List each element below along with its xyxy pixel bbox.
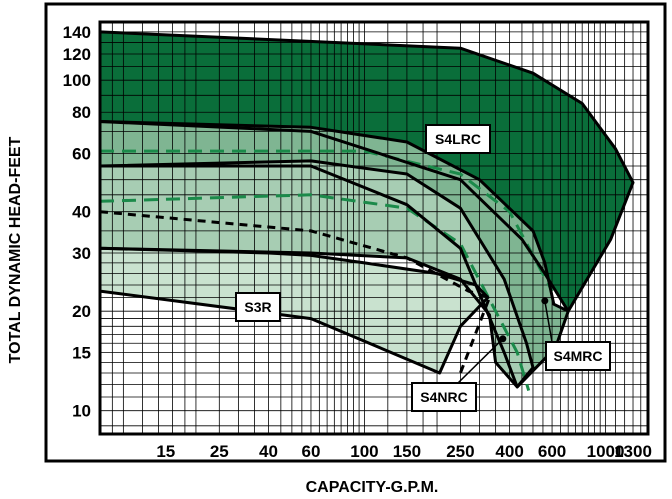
region-s3r [100, 248, 488, 373]
y-tick-label: 10 [72, 402, 91, 421]
annotation-leader-s4nrc [457, 338, 504, 384]
x-axis-title: CAPACITY-G.P.M. [306, 479, 439, 496]
y-tick-label: 80 [72, 103, 91, 122]
x-tick-label: 15 [156, 442, 175, 461]
y-tick-label: 100 [63, 71, 91, 90]
region-label-s4lrc: S4LRC [435, 131, 481, 147]
x-tick-label: 400 [495, 442, 523, 461]
region-border-s4mrc [98, 120, 570, 389]
y-tick-label: 60 [72, 145, 91, 164]
region-border-s4lrc [98, 30, 635, 313]
annotation-dot-s4mrc [541, 297, 549, 305]
y-tick-labels: 10 15 20 30 40 60 80 100 120 140 [63, 23, 91, 421]
x-tick-label: 1300 [614, 442, 652, 461]
x-tick-label: 40 [259, 442, 278, 461]
plot-frame [98, 20, 650, 436]
curve-layer [99, 149, 554, 392]
y-tick-label: 20 [72, 302, 91, 321]
region-label-s4nrc: S4NRC [420, 389, 467, 405]
x-tick-label: 250 [446, 442, 474, 461]
x-tick-label: 25 [210, 442, 229, 461]
region-label-box-s4nrc [411, 382, 477, 412]
x-tick-label: 150 [393, 442, 421, 461]
x-tick-label: 60 [302, 442, 321, 461]
region-label-box-s3r [235, 292, 281, 322]
y-axis-title: TOTAL DYNAMIC HEAD-FEET [7, 136, 24, 363]
region-border-s4nrc [98, 159, 535, 389]
annotation-leader-s4mrc [544, 300, 553, 343]
annotation-layer: S4LRC S3R S4NRC S4MRC [235, 124, 611, 412]
y-tick-label: 30 [72, 244, 91, 263]
curve-dashed-green-1 [99, 193, 531, 392]
region-label-box-s4lrc [425, 124, 491, 154]
y-tick-label: 40 [72, 203, 91, 222]
y-tick-label: 15 [72, 343, 91, 362]
region-s4mrc [100, 121, 569, 387]
region-s4lrc [100, 31, 633, 312]
x-tick-label: 100 [350, 442, 378, 461]
y-tick-label: 120 [63, 45, 91, 64]
x-tick-label: 1000 [587, 442, 625, 461]
x-tick-label: 600 [538, 442, 566, 461]
annotation-dot-s4nrc [499, 335, 507, 343]
region-label-box-s4mrc [545, 341, 611, 371]
curve-dashed-green-0 [100, 149, 554, 292]
y-tick-label: 140 [63, 23, 91, 42]
region-label-s4mrc: S4MRC [553, 348, 602, 364]
region-label-s3r: S3R [244, 299, 271, 315]
